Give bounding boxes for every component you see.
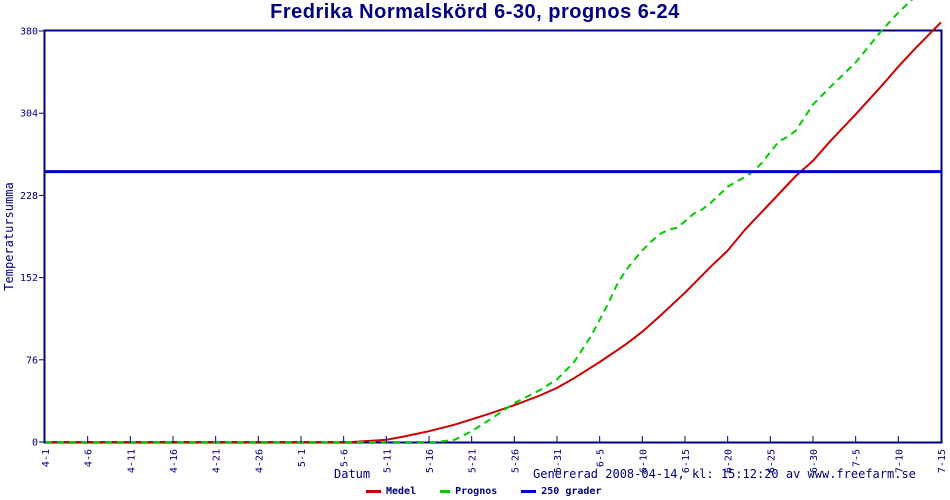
- x-tick-label: 4-21: [212, 449, 223, 473]
- y-axis-title: Temperatursumma: [2, 182, 16, 290]
- y-tick-label: 304: [20, 109, 38, 120]
- x-tick-label: 4-26: [254, 449, 265, 473]
- series-line-medel: [45, 21, 942, 443]
- x-tick-label: 5-16: [425, 449, 436, 473]
- x-tick-label: 6-15: [681, 449, 692, 473]
- legend-label: Prognos: [455, 486, 498, 497]
- x-tick-label: 4-16: [169, 449, 180, 473]
- x-tick-label: 5-1: [297, 449, 308, 467]
- x-tick-label: 6-10: [638, 449, 649, 473]
- y-tick-label: 152: [20, 273, 38, 284]
- x-tick-label: 7-10: [894, 449, 905, 473]
- plot-frame: [43, 29, 943, 444]
- x-tick-label: 6-30: [809, 449, 820, 473]
- legend-item-prognos: Prognos: [440, 486, 497, 497]
- legend-item-medel: Medel: [366, 486, 416, 497]
- x-tick-label: 5-6: [340, 449, 351, 467]
- x-tick-label: 4-1: [41, 449, 52, 467]
- x-tick-label: 4-11: [126, 449, 137, 473]
- chart-title: Fredrika Normalskörd 6-30, prognos 6-24: [270, 1, 680, 23]
- y-tick-label: 0: [32, 438, 38, 449]
- x-tick-label: 6-5: [596, 449, 607, 467]
- x-tick-label: 5-11: [382, 449, 393, 473]
- x-tick-label: 7-5: [852, 449, 863, 467]
- generated-timestamp: Genererad 2008-04-14, kl: 15:12:20 av ww…: [533, 467, 916, 481]
- legend-swatch: [440, 490, 451, 493]
- legend-swatch: [366, 490, 381, 493]
- series-line-prognos: [45, 0, 914, 443]
- legend-item-250-grader: 250 grader: [521, 486, 601, 497]
- y-tick-label: 228: [20, 191, 38, 202]
- legend-label: 250 grader: [541, 486, 602, 497]
- y-tick-label: 380: [20, 27, 38, 38]
- legend-swatch: [521, 490, 537, 493]
- x-tick-label: 5-21: [468, 449, 479, 473]
- x-tick-label: 5-31: [553, 449, 564, 473]
- legend-label: Medel: [386, 486, 417, 497]
- x-tick-label: 6-20: [724, 449, 735, 473]
- y-tick-label: 76: [26, 355, 38, 366]
- x-tick-label: 5-26: [510, 449, 521, 473]
- x-tick-label: 4-6: [84, 449, 95, 467]
- legend: Medel Prognos 250 grader: [366, 486, 601, 497]
- x-axis-title: Datum: [334, 467, 371, 481]
- x-tick-label: 6-25: [766, 449, 777, 473]
- x-tick-label: 7-15: [937, 449, 948, 473]
